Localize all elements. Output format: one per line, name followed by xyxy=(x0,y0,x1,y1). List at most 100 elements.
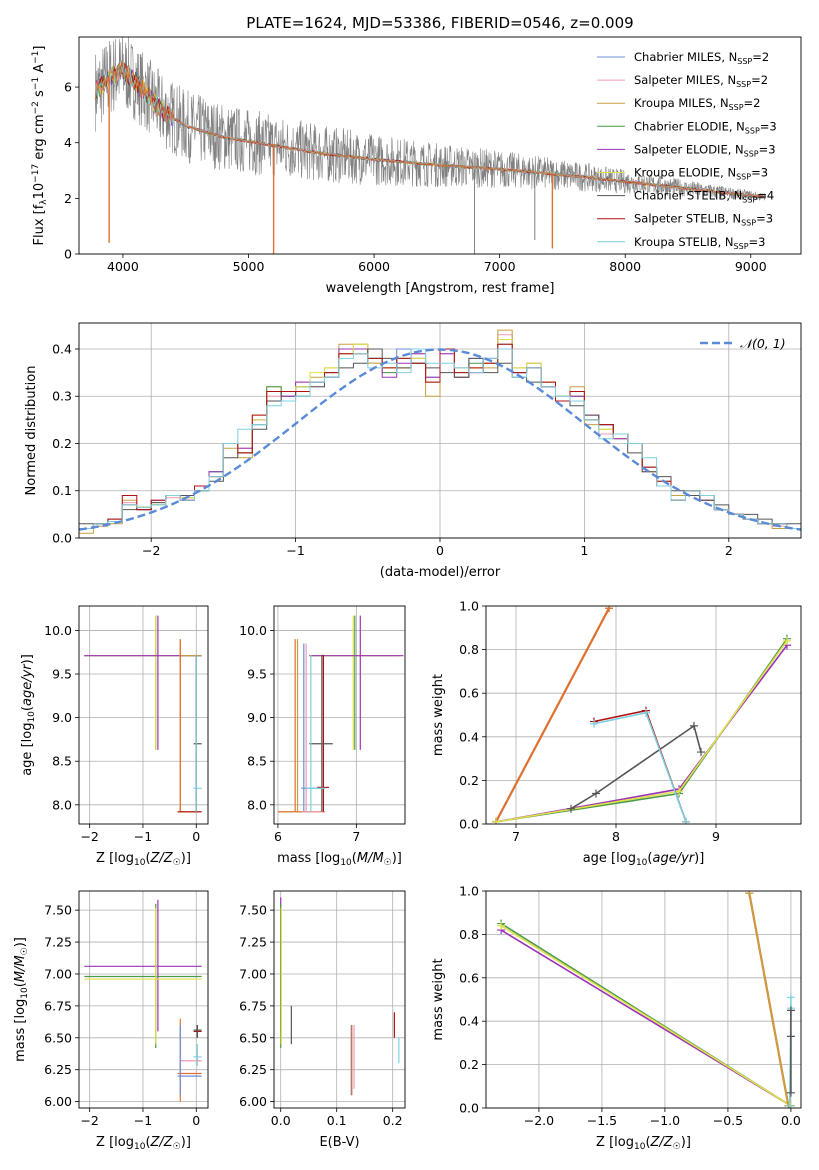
y-tick-label-4: 0.8 xyxy=(459,927,479,942)
x-tick-label-2: 0 xyxy=(436,543,444,558)
x-tick-label-2: 6000 xyxy=(358,259,390,274)
legend-sub: SSP xyxy=(734,242,749,251)
legend-label-2: Kroupa MILES, NSSP=2 xyxy=(634,96,760,112)
legend-label-normal: 𝒩(0, 1) xyxy=(740,336,786,351)
x-tick-label-2: 9 xyxy=(712,829,720,844)
weight-line-5 xyxy=(495,640,788,823)
plot-area xyxy=(79,329,801,534)
label-part: Z [log xyxy=(96,851,134,866)
x-tick-label-1: −1 xyxy=(134,829,152,844)
weight-marker-5-2 xyxy=(786,993,795,1002)
residuals-legend: 𝒩(0, 1) xyxy=(700,336,786,351)
plot-area xyxy=(84,899,202,1102)
legend-name: Salpeter MILES, N xyxy=(634,73,736,87)
y-axis-label: Normed distribution xyxy=(24,366,39,496)
legend-name: Salpeter STELIB, N xyxy=(634,212,741,226)
y-tick-label-4: 10.0 xyxy=(239,623,267,638)
label-part: 10 xyxy=(634,1142,646,1152)
panel-residuals: −2 −1 0 1 2 0.0 0.1 0.2 0.3 0.4 𝒩(0, 1) (data-model… xyxy=(24,322,802,580)
histogram-kroupa-stelib xyxy=(79,348,801,529)
plot-area xyxy=(280,897,400,1096)
label-part: ( xyxy=(145,851,150,866)
legend-label-6: Chabrier STELIB, NSSP=4 xyxy=(634,189,774,205)
y-tick-label-5: 7.25 xyxy=(239,935,267,950)
x-tick-label-4: 2 xyxy=(725,543,733,558)
x-tick-label-0: 7 xyxy=(512,829,520,844)
weight-marker-2-1 xyxy=(605,606,613,613)
axes-frame xyxy=(273,605,406,825)
y-tick-label-2: 4 xyxy=(64,135,72,150)
label-part: age [log xyxy=(583,851,636,866)
weight-line-2 xyxy=(500,925,792,1107)
label-part: 10 xyxy=(32,183,47,200)
x-axis-label: (data-model)/error xyxy=(380,565,501,580)
weight-marker-6-3 xyxy=(697,748,705,757)
label-part: s xyxy=(32,90,47,101)
legend-label-0: Chabrier MILES, NSSP=2 xyxy=(634,50,769,66)
axes-frame xyxy=(78,605,209,825)
weight-line-4 xyxy=(495,644,788,823)
panel-age-vs-mass: 6 7 8.0 8.5 9.0 9.5 10.0 mass [log10(M/M☉)] xyxy=(239,605,406,868)
label-part: ( xyxy=(645,1135,650,1150)
label-part: 10 xyxy=(134,1142,146,1152)
label-part: )] xyxy=(20,654,35,664)
x-tick-label-2: −1.0 xyxy=(650,1113,680,1128)
label-part: λ xyxy=(39,199,49,205)
y-tick-label-0: 0.0 xyxy=(52,531,72,546)
label-part: ( xyxy=(13,982,28,987)
y-tick-label-0: 8.0 xyxy=(52,797,72,812)
label-part: M/M xyxy=(13,955,28,982)
legend-value: =2 xyxy=(744,96,761,110)
legend-value: =3 xyxy=(760,119,777,133)
y-tick-label-0: 0.0 xyxy=(459,1101,479,1116)
weight-line-6 xyxy=(570,724,702,810)
y-tick-label-1: 0.2 xyxy=(459,1057,479,1072)
y-axis-label: Flux [fλ10−17 erg cm−2 s−1 A−1] xyxy=(31,46,49,246)
x-tick-label-0: −2 xyxy=(142,543,160,558)
x-tick-label-1: 7 xyxy=(352,829,360,844)
weight-marker-6-0 xyxy=(567,804,575,813)
y-axis-label: age [log10(age/yr)] xyxy=(20,654,37,776)
y-tick-label-2: 6.50 xyxy=(44,1030,72,1045)
x-tick-label-2: 0 xyxy=(192,829,200,844)
x-tick-label-0: −2 xyxy=(80,1113,98,1128)
x-axis-label: age [log10(age/yr)] xyxy=(583,851,705,868)
y-tick-label-1: 6.25 xyxy=(239,1062,267,1077)
y-tick-label-5: 7.25 xyxy=(44,935,72,950)
legend-name: Chabrier MILES, N xyxy=(634,50,737,64)
x-tick-label-3: 1 xyxy=(580,543,588,558)
panel-spectrum: 4000 5000 6000 7000 8000 9000 0 2 4 6 Chabrier MIL… xyxy=(31,36,802,296)
legend-sub: SSP xyxy=(736,173,751,182)
panel-weight-vs-Z: −2.0 −1.5 −1.0 −0.5 0.0 0.0 0.2 0.4 0.6 0.8 1.0 Z [… xyxy=(431,884,802,1152)
legend-sub: SSP xyxy=(742,196,757,205)
label-part: )] xyxy=(681,1135,691,1150)
x-tick-label-4: 8000 xyxy=(609,259,641,274)
y-axis-label: mass weight xyxy=(431,958,446,1040)
weight-marker-5-0 xyxy=(785,1101,794,1108)
y-tick-label-5: 1.0 xyxy=(459,884,479,899)
label-part: Z [log xyxy=(596,1135,634,1150)
legend-value: =3 xyxy=(756,212,773,226)
legend-sub: SSP xyxy=(744,149,759,158)
plot-area xyxy=(84,615,202,813)
data-spectrum-line xyxy=(95,37,767,201)
y-axis-label: mass weight xyxy=(431,674,446,756)
label-part: M/M xyxy=(357,851,384,866)
y-tick-label-1: 8.5 xyxy=(247,754,267,769)
panel-age-vs-Z: −2 −1 08.08.59.09.510.0Z [log10(Z/Z☉)]age … xyxy=(20,605,209,868)
x-tick-label-3: 7000 xyxy=(484,259,516,274)
legend-name: Kroupa ELODIE, N xyxy=(634,166,736,180)
label-part: age/yr xyxy=(652,851,695,866)
y-tick-label-0: 0 xyxy=(64,247,72,262)
label-part: ( xyxy=(20,706,35,711)
label-part: Z/Z xyxy=(150,1135,174,1150)
y-tick-label-4: 10.0 xyxy=(44,623,72,638)
y-tick-label-1: 6.25 xyxy=(44,1062,72,1077)
normal-distribution-curve xyxy=(79,348,801,531)
label-part: ☉ xyxy=(173,1142,181,1152)
y-tick-label-3: 0.6 xyxy=(459,970,479,985)
y-tick-label-2: 0.4 xyxy=(459,1014,479,1029)
label-part: ☉ xyxy=(384,858,392,868)
